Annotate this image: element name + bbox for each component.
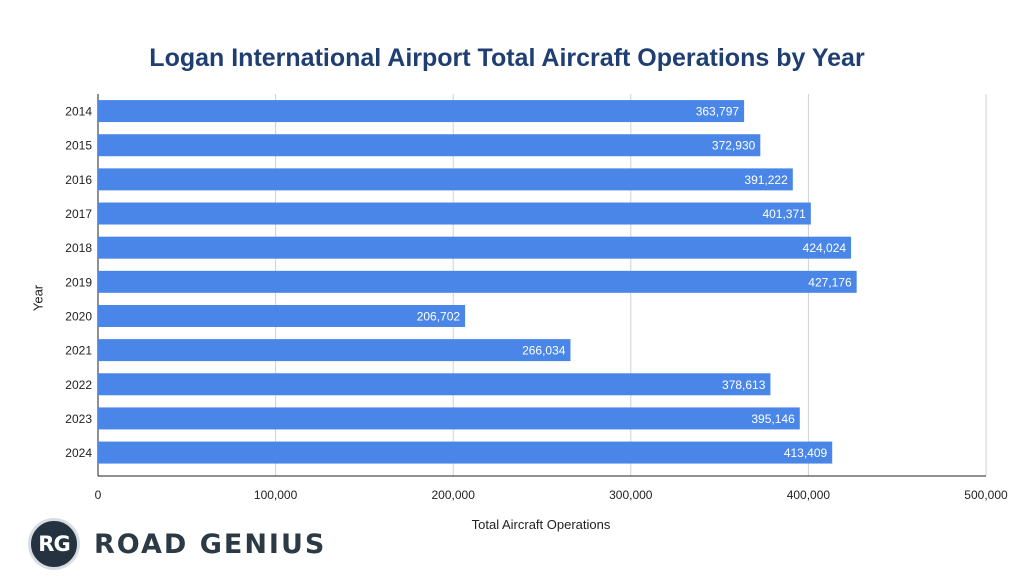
bar (98, 339, 571, 362)
data-label: 427,176 (808, 275, 852, 289)
data-label: 401,371 (762, 207, 806, 221)
bar (98, 236, 852, 259)
bar (98, 134, 761, 157)
bar (98, 168, 793, 191)
y-tick-label: 2017 (65, 207, 92, 221)
y-tick-label: 2023 (65, 412, 92, 426)
y-tick-label: 2020 (65, 309, 92, 323)
y-tick-label: 2021 (65, 344, 92, 358)
y-tick-label: 2015 (65, 139, 92, 153)
y-tick-label: 2022 (65, 378, 92, 392)
data-label: 424,024 (803, 241, 847, 255)
bar (98, 100, 745, 123)
y-tick-label: 2018 (65, 241, 92, 255)
y-tick-label: 2019 (65, 275, 92, 289)
data-label: 363,797 (696, 105, 740, 119)
y-tick-label: 2014 (65, 105, 92, 119)
brand-badge-icon: RG (28, 518, 80, 570)
data-label: 395,146 (751, 412, 795, 426)
y-tick-label: 2016 (65, 173, 92, 187)
bar (98, 270, 857, 293)
x-tick-label: 400,000 (787, 488, 831, 502)
bar (98, 407, 800, 430)
x-axis-title: Total Aircraft Operations (471, 517, 611, 532)
brand-name: ROAD GENIUS (94, 528, 327, 560)
bar (98, 441, 833, 464)
data-label: 372,930 (712, 139, 756, 153)
bar (98, 304, 466, 327)
data-label: 391,222 (744, 173, 788, 187)
data-label: 378,613 (722, 378, 766, 392)
brand-logo: RG ROAD GENIUS (28, 516, 326, 572)
data-label: 206,702 (417, 309, 461, 323)
x-tick-label: 100,000 (254, 488, 298, 502)
y-axis-title: Year (30, 284, 46, 312)
chart-title: Logan International Airport Total Aircra… (149, 44, 865, 72)
x-tick-label: 500,000 (964, 488, 1008, 502)
x-tick-label: 200,000 (432, 488, 476, 502)
x-tick-label: 300,000 (609, 488, 653, 502)
bar (98, 373, 771, 396)
data-label: 266,034 (522, 344, 566, 358)
x-tick-label: 0 (95, 488, 102, 502)
data-label: 413,409 (784, 446, 828, 460)
bar (98, 202, 811, 225)
y-tick-label: 2024 (65, 446, 92, 460)
